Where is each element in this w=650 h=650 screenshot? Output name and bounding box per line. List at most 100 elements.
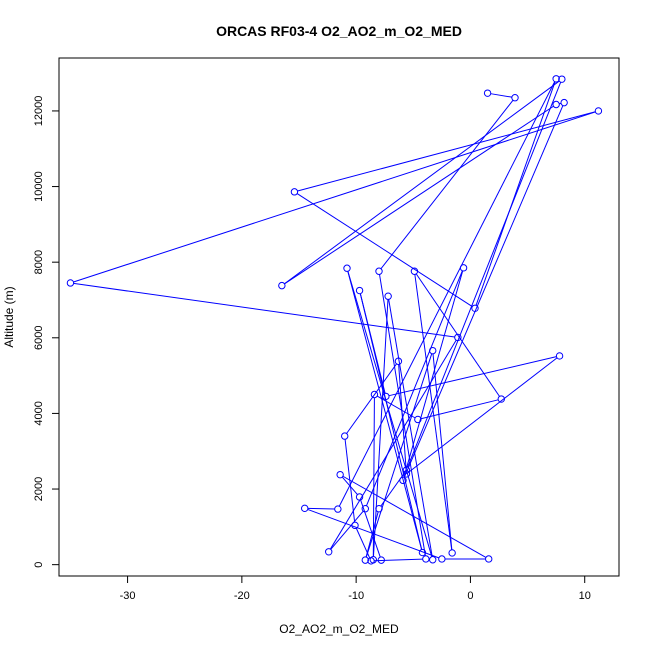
series-segment: [296, 193, 473, 307]
data-point: [355, 286, 364, 295]
data-point: [375, 267, 383, 275]
series-segment: [388, 299, 433, 557]
x-tick-label: -30: [120, 590, 136, 602]
data-point: [399, 476, 407, 485]
y-tick-label: 4000: [33, 401, 45, 425]
data-point: [369, 556, 377, 564]
plot-box: [58, 57, 620, 577]
data-point: [429, 556, 437, 564]
x-axis-label: O2_AO2_m_O2_MED: [279, 622, 399, 636]
x-tick-label: -10: [348, 590, 364, 602]
y-tick-label: 2000: [33, 477, 45, 501]
data-point: [459, 264, 468, 272]
x-tick-label: 0: [467, 590, 473, 602]
data-point: [278, 281, 286, 290]
y-axis-label: Altitude (m): [2, 286, 16, 347]
data-point: [375, 504, 383, 513]
y-tick-label: 10000: [33, 171, 45, 202]
data-point: [66, 279, 75, 287]
series-segment: [297, 111, 596, 192]
series-segment: [403, 105, 564, 478]
data-point: [558, 75, 566, 83]
series-segment: [490, 93, 512, 98]
series-segment: [347, 271, 433, 557]
data-point: [384, 292, 392, 300]
data-point: [382, 392, 390, 401]
data-point: [454, 333, 462, 342]
data-point: [511, 94, 519, 102]
data-point: [377, 556, 385, 564]
series-segment: [342, 475, 487, 558]
data-point: [336, 470, 344, 479]
series-segment: [388, 356, 557, 397]
x-tick-label: 10: [579, 590, 591, 602]
series-segment: [307, 507, 335, 510]
series-segment: [415, 273, 500, 397]
series-segment: [284, 105, 554, 285]
data-point: [414, 415, 422, 424]
series-segment: [403, 270, 464, 478]
data-point: [471, 304, 479, 313]
series-segment: [359, 293, 423, 550]
data-point: [301, 504, 309, 513]
series-segment: [341, 476, 358, 495]
data-series: [66, 75, 603, 565]
data-point: [370, 390, 379, 399]
data-point: [355, 493, 364, 501]
x-tick-label: -20: [234, 590, 250, 602]
data-point: [552, 100, 560, 109]
series-segment: [376, 395, 416, 419]
data-point: [497, 395, 505, 403]
data-point: [410, 267, 419, 275]
data-point: [402, 470, 411, 478]
data-point: [560, 98, 568, 107]
data-point: [402, 466, 411, 474]
series-segment: [307, 508, 440, 559]
series-segment: [366, 270, 463, 506]
data-point: [429, 346, 437, 355]
data-point: [438, 555, 446, 563]
data-point: [483, 89, 492, 97]
y-tick-label: 0: [33, 562, 45, 568]
y-tick-label: 8000: [33, 250, 45, 274]
chart-title: ORCAS RF03-4 O2_AO2_m_O2_MED: [216, 23, 462, 39]
series-segment: [330, 510, 364, 550]
data-point: [422, 555, 430, 563]
series-segment: [73, 282, 455, 338]
data-point: [555, 352, 564, 360]
data-point: [334, 505, 342, 513]
series-segment: [380, 99, 514, 270]
series-segment: [414, 274, 453, 550]
data-point: [361, 556, 369, 564]
data-point: [325, 548, 333, 556]
series-segment: [372, 299, 389, 557]
axes: -30 -20 -10 0 10 0 2000 4000 6000 8000 10000 12000: [33, 96, 591, 602]
data-point: [351, 521, 359, 530]
series-segment: [365, 353, 433, 558]
data-point: [343, 264, 351, 272]
series-segment: [360, 499, 381, 558]
series-segment: [329, 339, 457, 550]
series-segment: [346, 363, 397, 434]
data-point: [448, 549, 456, 557]
data-point: [485, 555, 493, 563]
data-point: [594, 107, 603, 115]
series-segment: [432, 353, 453, 550]
series-segment: [73, 111, 596, 283]
data-point: [361, 504, 369, 513]
series-segment: [407, 81, 562, 468]
series-segment: [374, 558, 423, 562]
data-point: [552, 75, 560, 83]
data-point: [418, 548, 427, 557]
data-point: [341, 432, 349, 440]
data-point: [394, 357, 403, 365]
series-segment: [284, 80, 560, 285]
series-segment: [475, 81, 556, 306]
series-segment: [408, 357, 558, 473]
y-tick-label: 6000: [33, 326, 45, 350]
data-point: [290, 188, 299, 196]
series-segment: [338, 81, 556, 507]
series-segment: [347, 271, 423, 550]
y-tick-label: 12000: [33, 96, 45, 127]
